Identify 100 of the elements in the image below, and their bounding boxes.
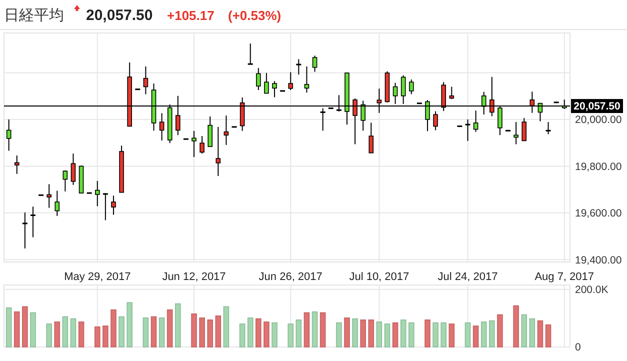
y-tick-label: 0 bbox=[575, 342, 581, 354]
bar bbox=[472, 326, 479, 348]
bar bbox=[207, 319, 214, 348]
bar bbox=[480, 322, 487, 348]
bar bbox=[497, 314, 503, 348]
y-tick-label: 19,800.00 bbox=[575, 160, 622, 173]
bar bbox=[78, 322, 84, 348]
candlestick bbox=[312, 55, 318, 72]
bar bbox=[175, 303, 181, 348]
y-tick-label: 200.0K bbox=[575, 284, 608, 296]
candlestick bbox=[368, 122, 374, 154]
text: (+0.53%) bbox=[228, 8, 282, 23]
bar bbox=[432, 322, 438, 348]
candlestick bbox=[256, 68, 261, 91]
candlestick bbox=[22, 212, 28, 249]
bar bbox=[264, 322, 270, 348]
bar bbox=[400, 319, 406, 348]
bar bbox=[304, 312, 310, 348]
candlestick bbox=[216, 126, 221, 177]
candlestick bbox=[70, 153, 76, 186]
bar bbox=[537, 320, 544, 348]
text: +105.17 bbox=[167, 8, 214, 23]
bar bbox=[545, 324, 552, 348]
bar bbox=[272, 322, 278, 348]
candlestick bbox=[433, 110, 438, 131]
candlestick bbox=[62, 170, 68, 192]
bar bbox=[215, 315, 222, 348]
candlestick bbox=[30, 206, 36, 238]
bar bbox=[118, 316, 124, 348]
candlestick bbox=[304, 66, 310, 94]
bar bbox=[94, 326, 100, 348]
bar bbox=[247, 317, 254, 348]
bar bbox=[448, 324, 455, 348]
x-tick-label: Jul 10, 2017 bbox=[349, 271, 410, 283]
bar bbox=[70, 318, 76, 348]
bar bbox=[62, 316, 68, 348]
bar bbox=[392, 322, 398, 348]
candlestick bbox=[94, 180, 100, 207]
candlestick bbox=[46, 184, 52, 208]
candlestick bbox=[296, 58, 302, 76]
bar bbox=[464, 322, 471, 348]
x-tick-label: Jun 12, 2017 bbox=[162, 271, 226, 283]
bar bbox=[312, 311, 318, 348]
bar bbox=[408, 322, 414, 348]
bar bbox=[256, 318, 262, 348]
bar bbox=[199, 317, 205, 348]
bar bbox=[46, 324, 52, 348]
bar bbox=[30, 312, 36, 348]
candlestick bbox=[473, 110, 478, 132]
bar bbox=[440, 322, 446, 348]
candlestick bbox=[248, 43, 253, 65]
bar bbox=[296, 319, 302, 348]
bar bbox=[352, 318, 358, 348]
candlestick bbox=[102, 192, 108, 221]
bar bbox=[424, 319, 430, 348]
bar bbox=[288, 324, 294, 348]
x-tick-label: May 29, 2017 bbox=[64, 271, 131, 283]
candlestick bbox=[522, 118, 527, 142]
candlestick bbox=[449, 86, 454, 100]
text: 20,057.50 bbox=[86, 7, 153, 24]
candlestick bbox=[192, 130, 196, 158]
x-tick-label: Jul 24, 2017 bbox=[438, 271, 498, 283]
candlestick bbox=[546, 122, 551, 135]
bar bbox=[336, 322, 342, 348]
candlestick bbox=[288, 72, 294, 91]
candlestick bbox=[224, 114, 229, 146]
y-tick-label: 19,400.00 bbox=[575, 254, 622, 266]
bar bbox=[223, 306, 230, 348]
candlestick bbox=[159, 112, 164, 141]
y-tick-label: 19,600.00 bbox=[575, 208, 622, 220]
bar bbox=[142, 317, 149, 348]
x-tick-label: Jun 26, 2017 bbox=[258, 271, 322, 283]
bar bbox=[14, 311, 20, 348]
candlestick bbox=[264, 72, 269, 94]
candlestick bbox=[465, 118, 470, 142]
bar bbox=[344, 317, 350, 348]
candlestick bbox=[272, 80, 277, 98]
bar bbox=[110, 309, 116, 348]
bar bbox=[239, 324, 246, 348]
bar bbox=[54, 322, 60, 348]
x-tick-label: Aug 7, 2017 bbox=[534, 271, 594, 283]
bar bbox=[376, 322, 382, 348]
bar bbox=[384, 324, 390, 348]
bar bbox=[513, 305, 519, 348]
bar bbox=[360, 319, 366, 348]
bar bbox=[166, 309, 173, 348]
candlestick bbox=[514, 122, 518, 145]
bar bbox=[150, 316, 157, 348]
chart-title: 日経平均 bbox=[4, 7, 64, 24]
bar bbox=[489, 320, 495, 348]
ref-line-label: 20,057.50 bbox=[574, 100, 621, 113]
bar bbox=[320, 312, 326, 348]
bar bbox=[22, 306, 28, 348]
candlestick bbox=[111, 195, 116, 216]
bar bbox=[529, 318, 536, 348]
candlestick bbox=[200, 136, 204, 154]
candlestick bbox=[14, 154, 20, 174]
y-tick-label: 20,000.00 bbox=[575, 114, 622, 126]
bar bbox=[521, 314, 528, 348]
bar bbox=[102, 326, 108, 348]
